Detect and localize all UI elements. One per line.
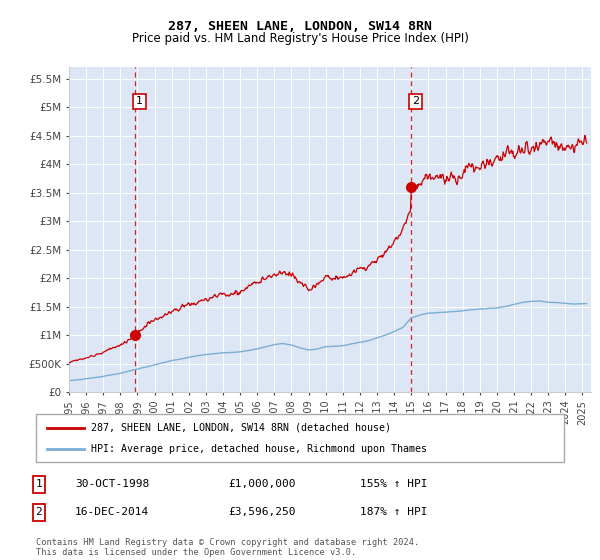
FancyBboxPatch shape [36,414,564,462]
Text: 2: 2 [35,507,43,517]
Text: Contains HM Land Registry data © Crown copyright and database right 2024.
This d: Contains HM Land Registry data © Crown c… [36,538,419,557]
Text: 30-OCT-1998: 30-OCT-1998 [75,479,149,489]
Text: 187% ↑ HPI: 187% ↑ HPI [360,507,427,517]
Text: HPI: Average price, detached house, Richmond upon Thames: HPI: Average price, detached house, Rich… [91,444,427,454]
Text: 2: 2 [412,96,419,106]
Text: 16-DEC-2014: 16-DEC-2014 [75,507,149,517]
Text: 1: 1 [35,479,43,489]
Text: 155% ↑ HPI: 155% ↑ HPI [360,479,427,489]
Text: 1: 1 [136,96,143,106]
Text: Price paid vs. HM Land Registry's House Price Index (HPI): Price paid vs. HM Land Registry's House … [131,32,469,45]
Text: 287, SHEEN LANE, LONDON, SW14 8RN: 287, SHEEN LANE, LONDON, SW14 8RN [168,20,432,32]
Text: 287, SHEEN LANE, LONDON, SW14 8RN (detached house): 287, SHEEN LANE, LONDON, SW14 8RN (detac… [91,423,391,433]
Text: £1,000,000: £1,000,000 [228,479,296,489]
Text: £3,596,250: £3,596,250 [228,507,296,517]
